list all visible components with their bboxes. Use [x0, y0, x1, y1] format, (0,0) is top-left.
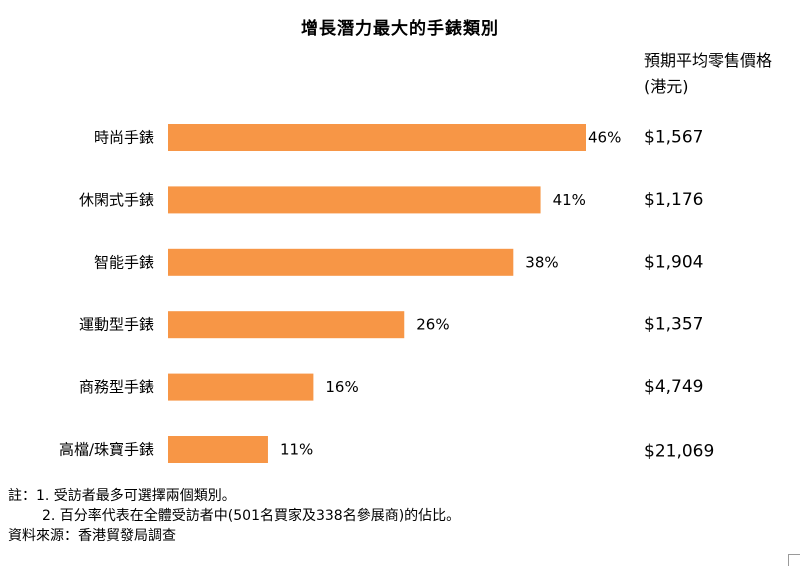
footnote-1: 註：1. 受訪者最多可選擇兩個類別。: [8, 488, 236, 504]
bar: [168, 248, 514, 276]
bar: [168, 436, 268, 463]
price-label: $1,904: [644, 252, 703, 272]
footnote-2: 2. 百分率代表在全體受訪者中(501名買家及338名參展商)的佔比。: [42, 508, 461, 524]
category-label: 智能手錶: [94, 253, 154, 271]
footnotes: 註：1. 受訪者最多可選擇兩個類別。 2. 百分率代表在全體受訪者中(501名買…: [8, 486, 460, 546]
category-label: 休閑式手錶: [79, 191, 154, 209]
value-label: 46%: [588, 129, 621, 147]
category-label: 商務型手錶: [79, 378, 154, 396]
bar: [168, 373, 314, 401]
category-label: 高檔/珠寶手錶: [59, 441, 154, 459]
price-label: $21,069: [644, 442, 714, 462]
bar: [168, 186, 541, 214]
bar: [168, 311, 405, 339]
chart-title: 增長潛力最大的手錶類別: [301, 19, 499, 39]
bar: [168, 124, 586, 151]
value-label: 16%: [325, 378, 358, 396]
value-label: 26%: [416, 316, 449, 334]
price-label: $4,749: [644, 377, 703, 397]
value-label: 11%: [280, 441, 313, 459]
price-label: $1,357: [644, 315, 703, 335]
price-label: $1,176: [644, 190, 703, 210]
category-label: 時尚手錶: [94, 129, 154, 147]
source-note: 資料來源：香港貿發局調查: [8, 528, 176, 544]
price-column-header: 預期平均零售價格(港元): [644, 51, 773, 96]
category-label: 運動型手錶: [79, 316, 154, 334]
corner-mark: [788, 554, 800, 566]
value-label: 41%: [553, 191, 586, 209]
value-label: 38%: [525, 253, 558, 271]
price-label: $1,567: [644, 128, 703, 148]
